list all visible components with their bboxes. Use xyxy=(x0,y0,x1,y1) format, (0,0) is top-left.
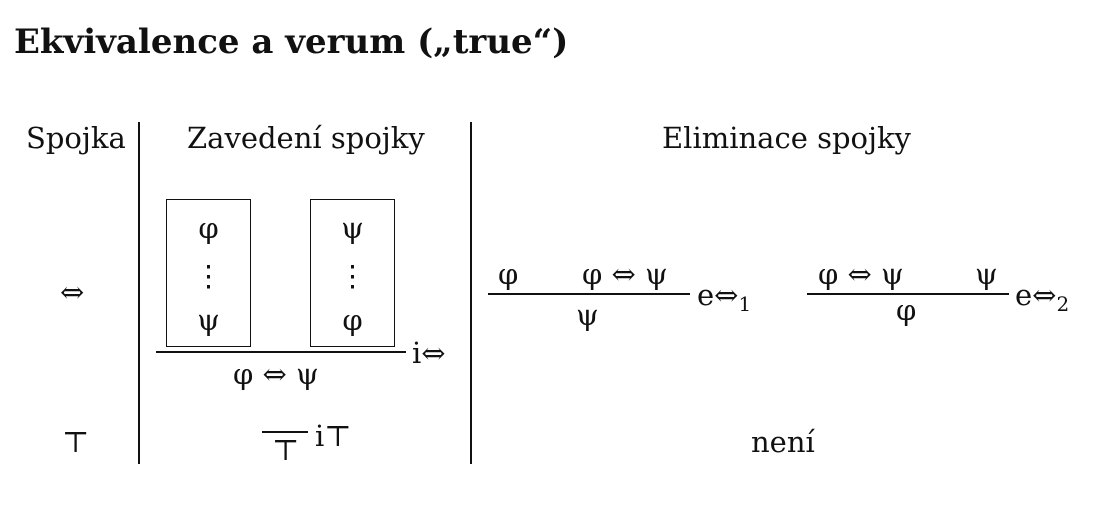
elim2-conclusion: φ xyxy=(896,293,917,327)
intro-iff-inference-line xyxy=(156,351,406,353)
intro-top-inference-line xyxy=(262,431,308,433)
intro-iff-rule-label: i⇔ xyxy=(412,336,446,370)
intro-iff-conclusion: φ ⇔ ψ xyxy=(233,357,319,391)
box-right-top: ψ xyxy=(341,211,364,245)
elim2-premise-right: ψ xyxy=(975,257,998,291)
elim2-rule-label: e⇔2 xyxy=(1015,278,1070,316)
intro-top-conclusion: ⊤ xyxy=(272,433,300,467)
elim1-premise-left: φ xyxy=(498,257,519,291)
assumption-box-left: φ ⋮ ψ xyxy=(166,199,251,347)
elim2-rule-name: e⇔ xyxy=(1015,278,1057,312)
box-right-dots: ⋮ xyxy=(338,259,367,293)
page-title: Ekvivalence a verum („true“) xyxy=(14,22,569,62)
top-elimination-none: není xyxy=(751,425,815,459)
box-right-bottom: φ xyxy=(342,303,363,337)
top-symbol: ⊤ xyxy=(62,425,90,459)
elim1-rule-name: e⇔ xyxy=(697,278,739,312)
box-left-dots: ⋮ xyxy=(194,259,223,293)
box-left-top: φ xyxy=(198,211,219,245)
header-introduction: Zavedení spojky xyxy=(187,121,425,155)
header-elimination: Eliminace spojky xyxy=(662,121,911,155)
intro-top-rule-label: i⊤ xyxy=(315,419,352,453)
elim1-premise-right: φ ⇔ ψ xyxy=(582,257,668,291)
box-left-bottom: ψ xyxy=(197,303,220,337)
elim1-rule-label: e⇔1 xyxy=(697,278,752,316)
elim1-inference-line xyxy=(488,293,690,295)
elim2-inference-line xyxy=(807,293,1009,295)
elim1-conclusion: ψ xyxy=(576,298,599,332)
header-connective: Spojka xyxy=(26,121,126,155)
column-divider-left xyxy=(138,122,140,464)
elim2-rule-subscript: 2 xyxy=(1056,292,1070,316)
elim1-rule-subscript: 1 xyxy=(738,292,752,316)
iff-symbol: ⇔ xyxy=(60,275,85,309)
assumption-box-right: ψ ⋮ φ xyxy=(310,199,395,347)
column-divider-right xyxy=(470,122,472,464)
elim2-premise-left: φ ⇔ ψ xyxy=(818,257,904,291)
